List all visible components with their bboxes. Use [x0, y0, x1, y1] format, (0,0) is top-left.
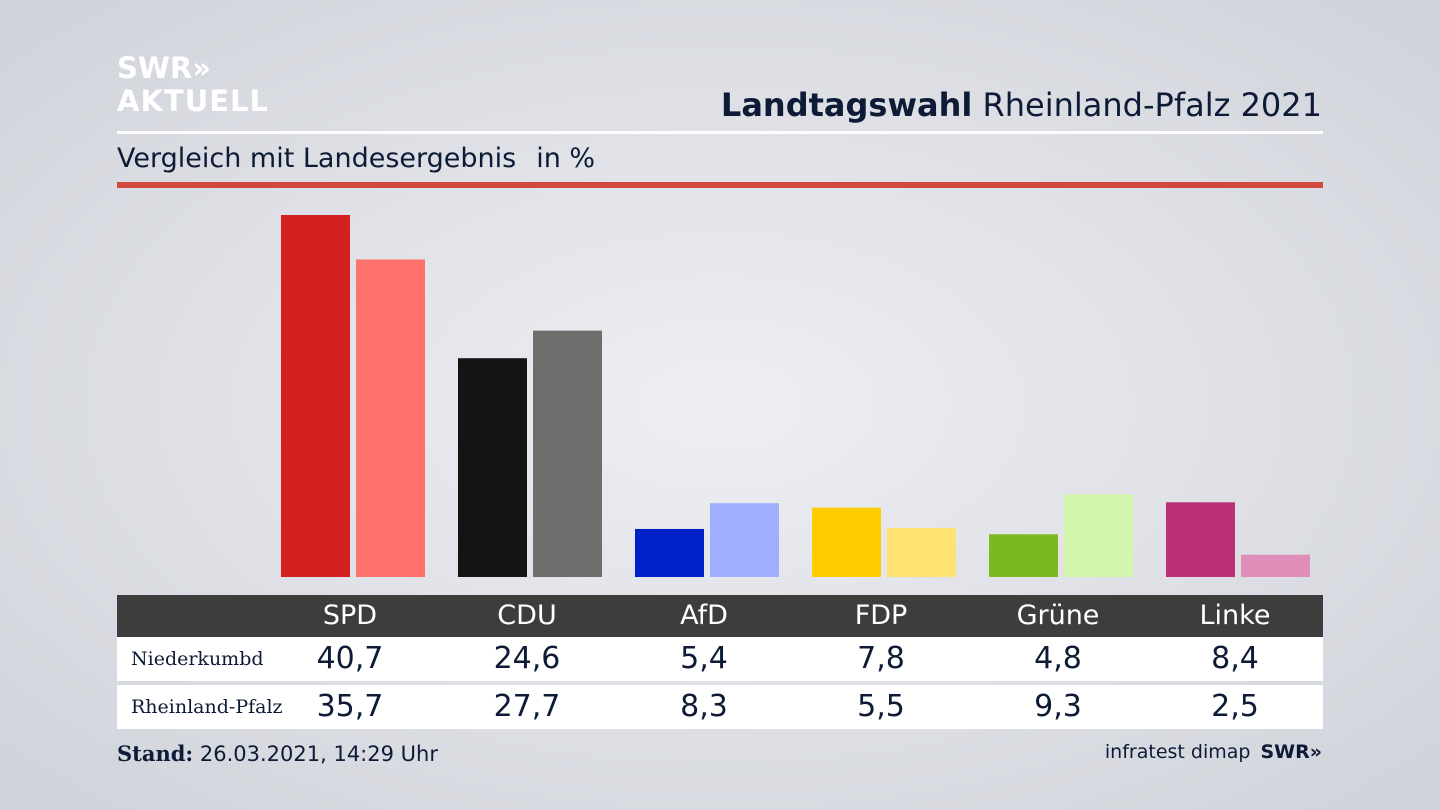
table-cell: 2,5	[1211, 689, 1259, 724]
bar-cdu-state	[533, 330, 602, 577]
table-row: Niederkumbd 40,7 24,6 5,4 7,8 4,8 8,4	[117, 637, 1323, 681]
logo-line-1: SWR»	[117, 51, 211, 85]
title-rest: Rheinland-Pfalz 2021	[982, 86, 1322, 124]
bar-spd-state	[356, 259, 425, 577]
swr-aktuell-logo: SWR» AKTUELL	[117, 54, 269, 116]
bar-afd-state	[710, 503, 779, 577]
bar-linke-state	[1241, 554, 1310, 577]
accent-rule	[117, 182, 1323, 188]
row-label: Niederkumbd	[131, 648, 264, 670]
column-header: Grüne	[1016, 600, 1100, 631]
chart-subtitle: Vergleich mit Landesergebnis in %	[117, 143, 595, 174]
bar-cdu-local	[458, 358, 527, 577]
column-header: CDU	[497, 600, 557, 631]
table-cell: 4,8	[1034, 641, 1082, 676]
subtitle-text: Vergleich mit Landesergebnis	[117, 143, 517, 174]
bar-spd-local	[281, 215, 350, 577]
source-text: infratest dimap	[1104, 741, 1251, 763]
table-cell: 40,7	[316, 641, 384, 676]
row-label: Rheinland-Pfalz	[131, 696, 283, 718]
timestamp: Stand: 26.03.2021, 14:29 Uhr	[117, 741, 438, 766]
header-divider	[117, 131, 1323, 134]
bar-fdp-state	[887, 528, 956, 577]
table-cell: 8,4	[1211, 641, 1259, 676]
page-title: Landtagswahl Rheinland-Pfalz 2021	[721, 86, 1322, 124]
column-header: FDP	[854, 600, 908, 631]
title-bold: Landtagswahl	[720, 86, 973, 124]
bar-grüne-state	[1064, 494, 1133, 577]
source-credit: infratest dimap SWR»	[1105, 741, 1322, 763]
bar-grüne-local	[989, 534, 1058, 577]
stand-label: Stand:	[117, 741, 194, 766]
results-table: SPD CDU AfD FDP Grüne Linke Niederkumbd 40,7 2…	[117, 595, 1323, 729]
table-cell: 24,6	[493, 641, 561, 676]
table-row: Rheinland-Pfalz 35,7 27,7 8,3 5,5 9,3 2,5	[117, 685, 1323, 729]
table-cell: 35,7	[316, 689, 384, 724]
column-header: Linke	[1199, 600, 1271, 631]
logo-line-2: AKTUELL	[117, 84, 270, 118]
bar-afd-local	[635, 528, 704, 577]
table-cell: 7,8	[857, 641, 905, 676]
subtitle-unit: in %	[536, 143, 596, 174]
stand-value: 26.03.2021, 14:29 Uhr	[199, 742, 438, 766]
table-header: SPD CDU AfD FDP Grüne Linke	[117, 595, 1323, 637]
swr-logo: SWR»	[1260, 741, 1322, 763]
table-cell: 5,5	[857, 689, 905, 724]
bar-chart	[281, 215, 1310, 577]
column-header: SPD	[322, 600, 378, 631]
table-cell: 27,7	[493, 689, 561, 724]
table-cell: 8,3	[680, 689, 728, 724]
column-header: AfD	[680, 600, 728, 631]
table-cell: 5,4	[680, 641, 728, 676]
table-cell: 9,3	[1034, 689, 1082, 724]
bar-fdp-local	[812, 507, 881, 577]
bar-linke-local	[1166, 502, 1235, 577]
